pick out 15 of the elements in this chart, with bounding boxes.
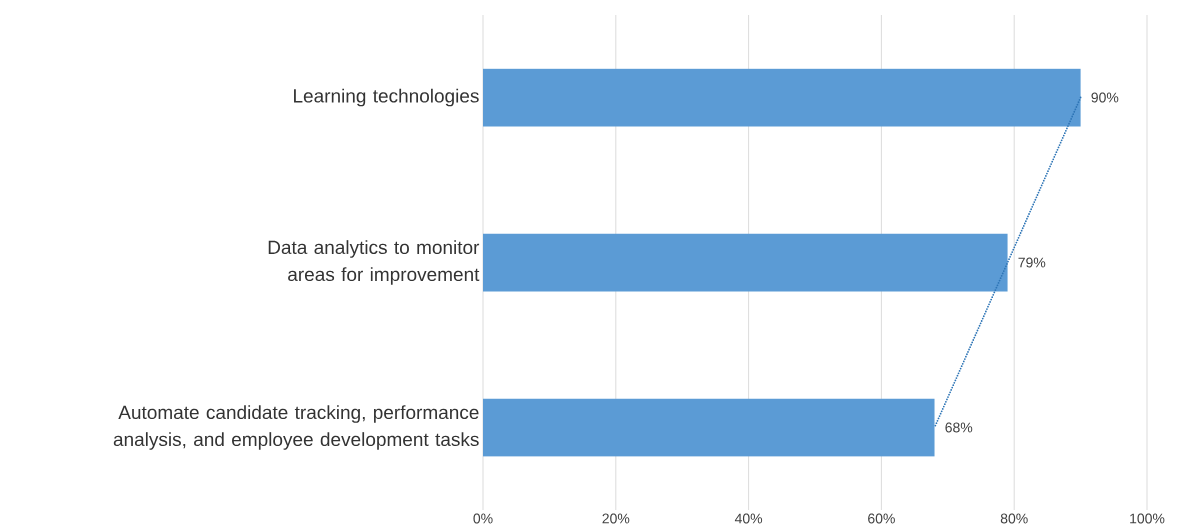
x-tick-label: 80% <box>1000 513 1028 524</box>
data-label: 68% <box>945 422 973 433</box>
bar <box>483 68 1081 127</box>
x-tick-label: 100% <box>1130 513 1165 524</box>
x-tick-label: 60% <box>868 513 895 524</box>
x-tick-label: 20% <box>602 513 630 524</box>
data-label: 79% <box>1018 257 1046 268</box>
bar <box>483 398 935 457</box>
x-tick-label: 40% <box>734 513 763 524</box>
y-tick-label: Automate candidate tracking, performance analysis, and employee development tasks <box>113 405 479 450</box>
y-tick-label: Data analytics to monitor areas for improvement <box>268 240 480 285</box>
bar <box>483 233 1008 292</box>
data-label: 90% <box>1091 92 1119 103</box>
y-tick-label: Learning technologies <box>294 88 479 107</box>
x-tick-label: 0% <box>473 513 493 524</box>
